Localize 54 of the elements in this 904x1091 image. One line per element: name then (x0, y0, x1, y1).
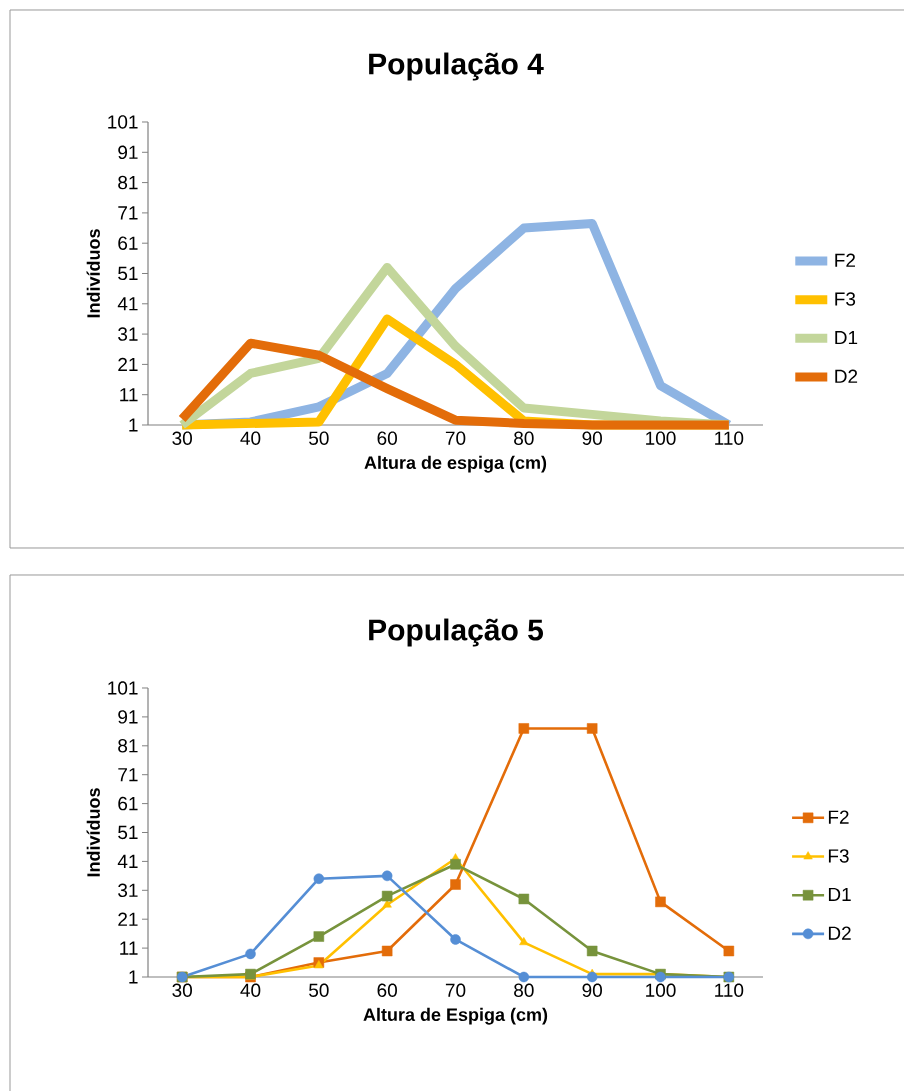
y-tick-label: 91 (118, 145, 138, 160)
x-tick-label: 60 (377, 431, 397, 445)
x-tick-label: 30 (172, 431, 192, 445)
y-tick-label: 51 (118, 266, 138, 281)
y-tick-label: 41 (117, 854, 138, 868)
y-tick-label: 101 (108, 681, 138, 695)
x-tick-label: 30 (172, 983, 192, 997)
y-tick-label: 21 (118, 912, 138, 926)
x-tick-label: 40 (240, 983, 261, 997)
chart-title: População 5 (369, 618, 543, 647)
legend-label: D2 (835, 369, 858, 383)
x-tick-label: 110 (715, 431, 744, 445)
y-tick-label: 51 (118, 825, 138, 840)
y-tick-label: 81 (118, 175, 138, 190)
x-tick-label: 60 (377, 983, 397, 997)
y-tick-label: 101 (108, 115, 138, 129)
x-tick-label: 50 (309, 983, 329, 997)
y-tick-label: 41 (117, 297, 138, 311)
x-tick-label: 90 (582, 983, 602, 997)
y-tick-label: 71 (118, 206, 138, 220)
x-tick-label: 110 (715, 983, 744, 997)
y-tick-label: 1 (129, 418, 138, 432)
chart-title: População 4 (369, 52, 544, 81)
legend-label: D2 (828, 926, 851, 940)
y-tick-label: 31 (118, 883, 138, 898)
y-tick-label: 61 (118, 796, 138, 811)
x-tick-label: 80 (514, 983, 534, 997)
y-tick-label: 71 (118, 768, 138, 782)
x-tick-label: 80 (514, 431, 534, 445)
x-tick-label: 40 (240, 431, 261, 445)
y-tick-label: 21 (118, 357, 138, 372)
y-tick-label: 1 (129, 970, 138, 984)
legend-label: D1 (835, 331, 858, 345)
y-axis-title: Indivíduos (86, 788, 100, 877)
x-tick-label: 50 (309, 431, 329, 445)
legend-label: F2 (835, 253, 855, 267)
y-tick-label: 11 (120, 388, 138, 402)
y-tick-label: 81 (118, 739, 138, 753)
legend-label: F2 (828, 810, 849, 824)
x-axis-title: Altura de Espiga (cm) (363, 1007, 548, 1025)
x-tick-label: 70 (445, 431, 466, 445)
y-axis-title: Indivíduos (86, 229, 100, 318)
x-tick-label: 100 (646, 431, 676, 445)
legend-label: D1 (828, 887, 851, 902)
y-tick-label: 31 (118, 327, 138, 341)
y-tick-label: 61 (118, 236, 138, 250)
y-tick-label: 91 (118, 710, 138, 724)
x-axis-title: Altura de espiga (cm) (364, 455, 547, 473)
x-tick-label: 100 (646, 983, 676, 997)
legend-label: F3 (835, 292, 856, 306)
x-tick-label: 70 (445, 983, 466, 997)
legend-label: F3 (828, 849, 849, 863)
x-tick-label: 90 (582, 431, 602, 445)
y-tick-label: 11 (120, 941, 138, 955)
